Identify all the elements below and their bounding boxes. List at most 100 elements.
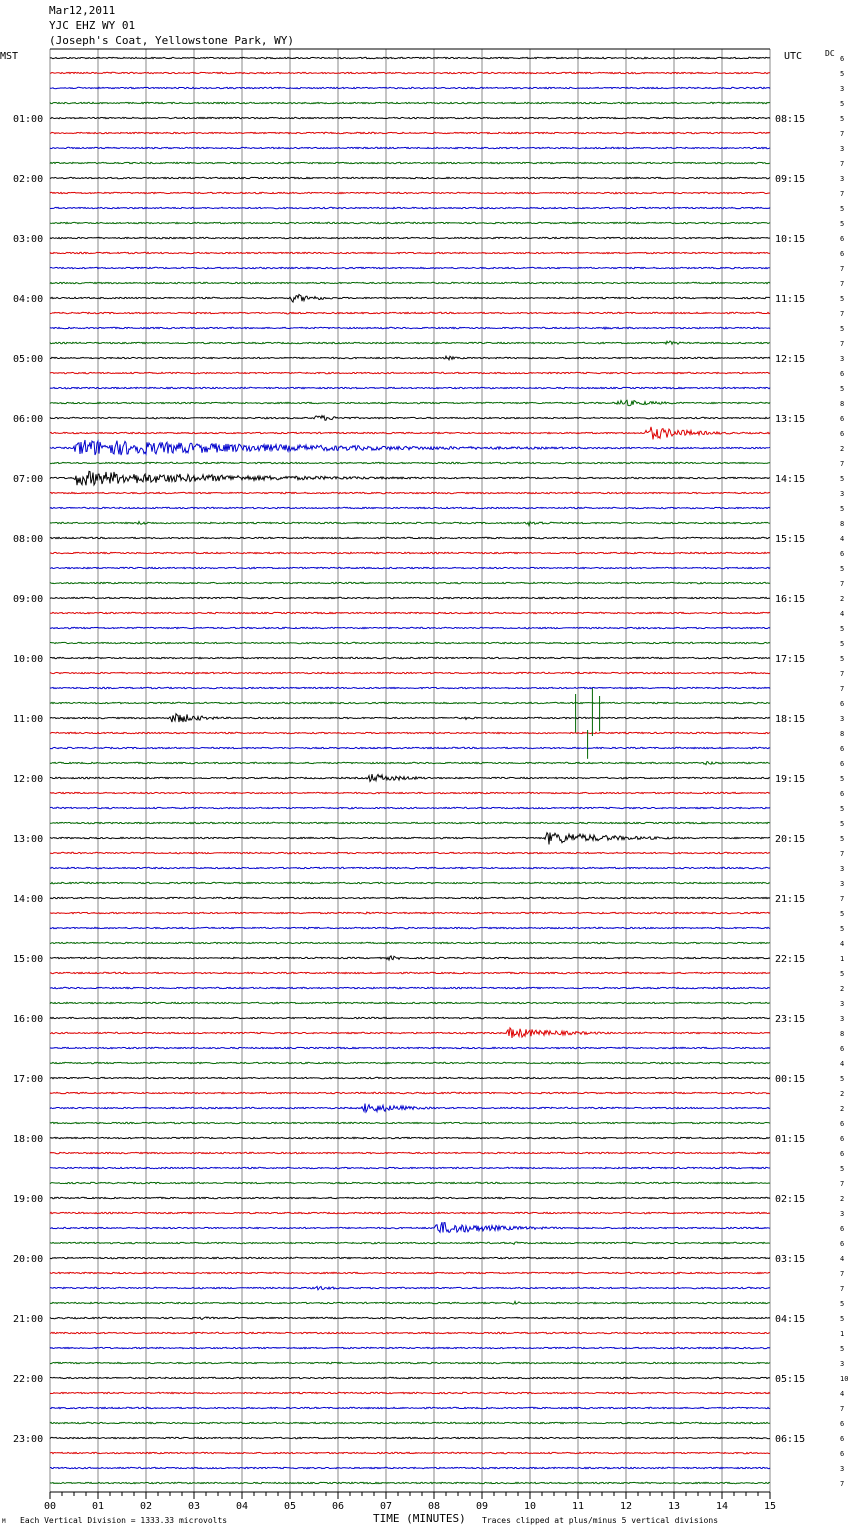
mst-hour-label: 16:00	[13, 1014, 43, 1025]
trace-row	[49, 56, 771, 60]
mst-hour-label: 13:00	[13, 834, 43, 845]
trace-row	[49, 971, 771, 975]
trace-row	[49, 1151, 771, 1155]
trace-row	[49, 1241, 770, 1246]
dc-offset-label: 7	[840, 1180, 844, 1188]
dc-offset-label: 7	[840, 310, 844, 318]
dc-offset-label: 5	[840, 385, 844, 393]
dc-offset-label: 7	[840, 265, 844, 273]
trace-row	[49, 1406, 771, 1410]
dc-offset-label: 7	[840, 1480, 844, 1488]
trace-row	[50, 1466, 771, 1470]
trace-row	[49, 1451, 771, 1455]
dc-offset-label: 6	[840, 370, 844, 378]
trace-row	[49, 470, 771, 487]
utc-hour-label: 22:15	[775, 954, 805, 965]
mst-hour-label: 19:00	[13, 1194, 43, 1205]
trace-row	[49, 1076, 771, 1080]
utc-hour-label: 19:15	[775, 774, 805, 785]
dc-offset-label: 5	[840, 325, 844, 333]
trace-row	[49, 712, 771, 723]
trace-row	[49, 191, 771, 195]
trace-row	[50, 911, 771, 915]
utc-hour-label: 03:15	[775, 1254, 805, 1265]
dc-offset-label: 7	[840, 895, 844, 903]
x-tick-label: 15	[764, 1501, 776, 1512]
trace-row	[49, 86, 771, 90]
dc-offset-label: 3	[840, 1210, 844, 1218]
mst-hour-label: 10:00	[13, 654, 43, 665]
trace-row	[49, 773, 771, 783]
utc-hour-label: 18:15	[775, 714, 805, 725]
utc-hour-label: 14:15	[775, 474, 805, 485]
trace-row	[49, 1256, 771, 1260]
x-tick-label: 01	[92, 1501, 104, 1512]
dc-offset-label: 5	[840, 655, 844, 663]
trace-row	[49, 326, 771, 331]
trace-row	[49, 1046, 771, 1050]
dc-offset-label: 7	[840, 160, 844, 168]
dc-axis-label: DC	[825, 49, 835, 58]
dc-offset-label: 3	[840, 715, 844, 723]
trace-row	[49, 506, 771, 510]
trace-row	[49, 581, 771, 585]
dc-offset-label: 5	[840, 505, 844, 513]
trace-row	[49, 941, 771, 945]
x-tick-label: 08	[428, 1501, 440, 1512]
dc-offset-label: 5	[840, 565, 844, 573]
trace-row	[49, 1346, 771, 1350]
dc-offset-label: 3	[840, 1360, 844, 1368]
dc-offset-label: 6	[840, 1045, 844, 1053]
trace-row	[49, 340, 770, 346]
x-tick-label: 12	[620, 1501, 632, 1512]
trace-row	[49, 1091, 771, 1095]
trace-row	[49, 399, 771, 407]
dc-offset-label: 7	[840, 460, 844, 468]
trace-row	[49, 236, 771, 240]
dc-offset-label: 3	[840, 490, 844, 498]
dc-offset-label: 8	[840, 400, 844, 408]
mst-hour-label: 03:00	[13, 234, 43, 245]
dc-offset-label: 4	[840, 535, 844, 543]
dc-offset-label: 7	[840, 1285, 844, 1293]
dc-offset-label: 1	[840, 1330, 844, 1338]
dc-offset-label: 7	[840, 670, 844, 678]
dc-offset-label: 5	[840, 970, 844, 978]
trace-row	[49, 71, 771, 75]
mst-hour-label: 17:00	[13, 1074, 43, 1085]
trace-row	[49, 1285, 771, 1291]
dc-offset-label: 10	[840, 1375, 848, 1383]
dc-offset-label: 6	[840, 55, 844, 63]
dc-offset-label: 6	[840, 745, 844, 753]
dc-offset-label: 5	[840, 835, 844, 843]
trace-row	[49, 1331, 771, 1335]
trace-row	[49, 206, 771, 210]
mst-hour-label: 23:00	[13, 1434, 43, 1445]
trace-row	[50, 1222, 771, 1234]
dc-offset-label: 1	[840, 955, 844, 963]
dc-offset-label: 3	[840, 865, 844, 873]
utc-hour-label: 23:15	[775, 1014, 805, 1025]
trace-rows: 6 5 3 5 5 7 3 7 3 7 5 5 6 6 7 7 5 7 5 7 3 6 5 8 6 6 2 7 5 3 5 8 4 6 5 7 2 4 5 5…	[49, 55, 848, 1488]
trace-row	[49, 626, 771, 630]
mst-hour-label: 02:00	[13, 174, 43, 185]
trace-row	[49, 1421, 771, 1425]
trace-row	[49, 566, 771, 570]
dc-offset-label: 5	[840, 100, 844, 108]
dc-offset-label: 3	[840, 1015, 844, 1023]
dc-offset-label: 2	[840, 1195, 844, 1203]
utc-hour-label: 21:15	[775, 894, 805, 905]
trace-row	[49, 520, 771, 528]
trace-row	[49, 866, 771, 870]
dc-offset-label: 4	[840, 940, 844, 948]
trace-row	[49, 760, 771, 766]
mst-hour-label: 12:00	[13, 774, 43, 785]
dc-offset-label: 4	[840, 1060, 844, 1068]
mst-hour-label: 01:00	[13, 114, 43, 125]
dc-offset-label: 2	[840, 595, 844, 603]
trace-row	[49, 746, 771, 750]
trace-row	[49, 354, 771, 362]
trace-row	[49, 731, 771, 735]
dc-offset-label: 5	[840, 640, 844, 648]
